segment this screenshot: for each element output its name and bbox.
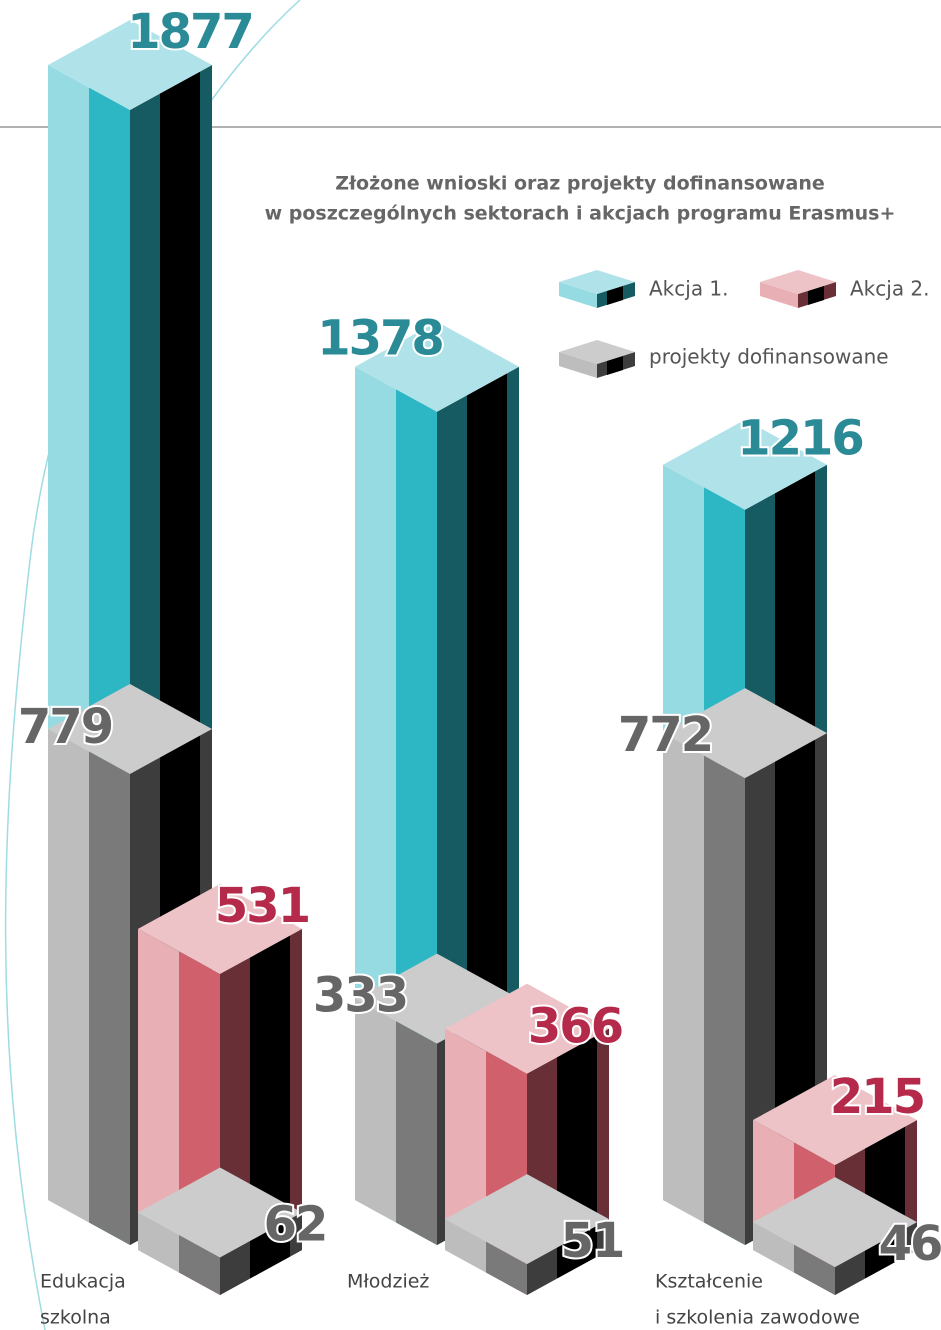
bar-face — [138, 928, 179, 1273]
bar-face — [89, 751, 130, 1245]
bar-face — [557, 1225, 597, 1279]
bar-top — [48, 20, 212, 110]
bar-face — [220, 1241, 250, 1295]
bar-top — [445, 1174, 609, 1265]
bar-face — [865, 1228, 905, 1279]
bar — [445, 1174, 609, 1295]
bar-face — [355, 998, 396, 1223]
bar-face — [704, 755, 745, 1245]
legend-swatch — [760, 270, 836, 308]
legend-swatch — [559, 340, 635, 378]
bar-face — [835, 1250, 865, 1295]
legend-swatch — [559, 270, 635, 308]
funded-label: 62 — [264, 1197, 327, 1253]
bar-face — [794, 1244, 835, 1295]
swatch-right-mid — [607, 356, 623, 375]
swatch-left — [559, 352, 597, 378]
bar-face — [527, 1247, 557, 1295]
swatch-right-mid — [607, 286, 623, 305]
category-label: i szkolenia zawodowe — [655, 1307, 860, 1329]
swatch-right-mid — [808, 286, 824, 305]
bar-top — [663, 688, 827, 779]
category-label: Młodzież — [347, 1271, 429, 1293]
bar-face — [597, 1028, 609, 1257]
category-label: szkolna — [40, 1307, 111, 1329]
bar-top — [138, 883, 302, 974]
value-label: 366 — [528, 999, 622, 1055]
bar-top — [138, 1167, 302, 1258]
bar-top — [753, 1177, 917, 1268]
bar-face — [290, 1212, 302, 1257]
value-label: 215 — [830, 1069, 924, 1125]
swatch-top — [559, 270, 635, 294]
legend-label: projekty dofinansowane — [649, 345, 889, 369]
funded-label: 46 — [879, 1216, 941, 1272]
swatch-top — [559, 340, 635, 364]
bar-face — [905, 1222, 917, 1257]
bar — [138, 1167, 302, 1295]
category-label: Edukacja — [40, 1271, 126, 1293]
funded-label: 333 — [313, 968, 407, 1024]
bar-face — [179, 1235, 220, 1295]
chart-title: Złożone wnioski oraz projekty dofinansow… — [335, 173, 825, 195]
legend-label: Akcja 2. — [850, 277, 930, 301]
value-label: 1378 — [317, 311, 443, 367]
bars — [48, 20, 917, 1295]
swatch-left — [760, 282, 798, 308]
bar-top — [753, 1074, 917, 1165]
bar-face — [663, 733, 704, 1223]
bar-face — [396, 1021, 437, 1245]
funded-label: 51 — [561, 1213, 624, 1269]
swatch-top — [760, 270, 836, 294]
value-label: 531 — [215, 878, 309, 934]
bar-face — [138, 1212, 179, 1273]
bar-top — [445, 983, 609, 1074]
bar-face — [597, 1219, 609, 1257]
legend-label: Akcja 1. — [649, 277, 729, 301]
bar — [753, 1177, 917, 1295]
chart-title: w poszczególnych sektorach i akcjach pro… — [265, 203, 896, 225]
swatch-left — [559, 282, 597, 308]
value-label: 1216 — [737, 411, 863, 467]
bar-face — [753, 1222, 794, 1273]
bar-top — [663, 419, 827, 510]
bar-face — [445, 1219, 486, 1273]
funded-label: 772 — [618, 707, 712, 763]
bar-face — [290, 928, 302, 1257]
bar-face — [486, 1241, 527, 1295]
bar-face — [48, 728, 89, 1223]
bar-face — [250, 1219, 290, 1279]
bar-top — [48, 683, 212, 774]
funded-label: 779 — [18, 699, 112, 755]
value-label: 1877 — [127, 4, 253, 60]
bar-top — [355, 321, 519, 412]
category-label: Kształcenie — [655, 1271, 763, 1293]
